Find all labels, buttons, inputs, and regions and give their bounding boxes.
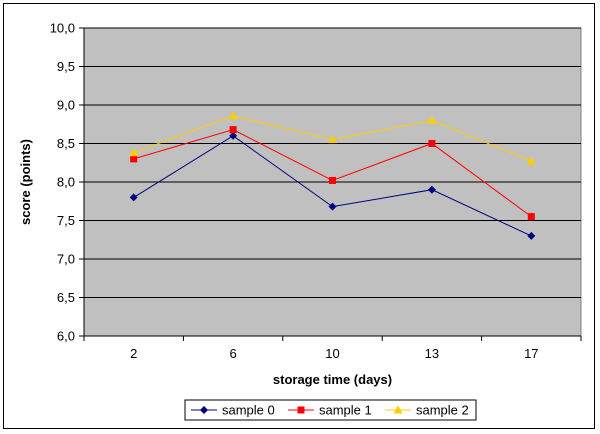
- legend-label: sample 2: [416, 403, 469, 418]
- data-point: [427, 115, 437, 124]
- data-point: [526, 156, 536, 165]
- axes: [79, 27, 582, 341]
- data-point: [228, 111, 238, 120]
- y-axis-title: score (points): [18, 139, 33, 225]
- legend-marker: [297, 406, 305, 414]
- x-axis-title: storage time (days): [273, 372, 392, 387]
- legend-item: sample 2: [385, 403, 469, 418]
- legend-marker: [393, 405, 403, 414]
- data-point: [328, 135, 337, 144]
- series-group: [129, 111, 536, 240]
- data-point: [129, 193, 138, 202]
- y-tick-label: 10,0: [50, 21, 75, 36]
- x-tick-label: 17: [524, 346, 538, 361]
- data-point: [329, 176, 336, 184]
- gridlines: [84, 27, 581, 298]
- x-tick-labels: 2 6 10 13 17: [130, 346, 538, 361]
- x-tick-label: 10: [325, 346, 339, 361]
- data-point: [229, 126, 237, 134]
- data-point: [527, 213, 535, 221]
- y-tick-label: 7,5: [57, 213, 75, 228]
- data-point: [129, 148, 139, 157]
- x-tick-label: 6: [229, 346, 236, 361]
- data-point: [130, 155, 138, 163]
- legend-label: sample 0: [222, 403, 275, 418]
- legend-item: sample 1: [288, 403, 372, 418]
- y-tick-label: 9,5: [57, 59, 75, 74]
- series-sample-2: [129, 111, 536, 165]
- series-sample-0: [129, 131, 536, 240]
- legend-item: sample 0: [191, 403, 275, 418]
- series-sample-1: [130, 126, 535, 221]
- data-point: [229, 131, 238, 140]
- y-tick-label: 8,5: [57, 136, 75, 151]
- y-tick-label: 6,5: [57, 290, 75, 305]
- legend-label: sample 1: [319, 403, 372, 418]
- x-tick-label: 13: [425, 346, 439, 361]
- legend-box: [184, 399, 477, 421]
- y-tick-label: 8,0: [57, 175, 75, 190]
- y-tick-label: 9,0: [57, 98, 75, 113]
- y-tick-label: 7,0: [57, 252, 75, 267]
- data-point: [328, 202, 337, 211]
- legend: sample 0 sample 1 sample 2: [184, 399, 477, 421]
- data-point: [428, 140, 436, 147]
- data-point: [527, 231, 536, 240]
- legend-marker: [200, 406, 208, 414]
- data-point: [427, 185, 436, 194]
- y-tick-label: 6,0: [57, 329, 75, 344]
- y-tick-labels: 6,0 6,5 7,0 7,5 8,0 8,5 9,0 9,5 10,0: [50, 21, 75, 344]
- x-tick-label: 2: [130, 346, 137, 361]
